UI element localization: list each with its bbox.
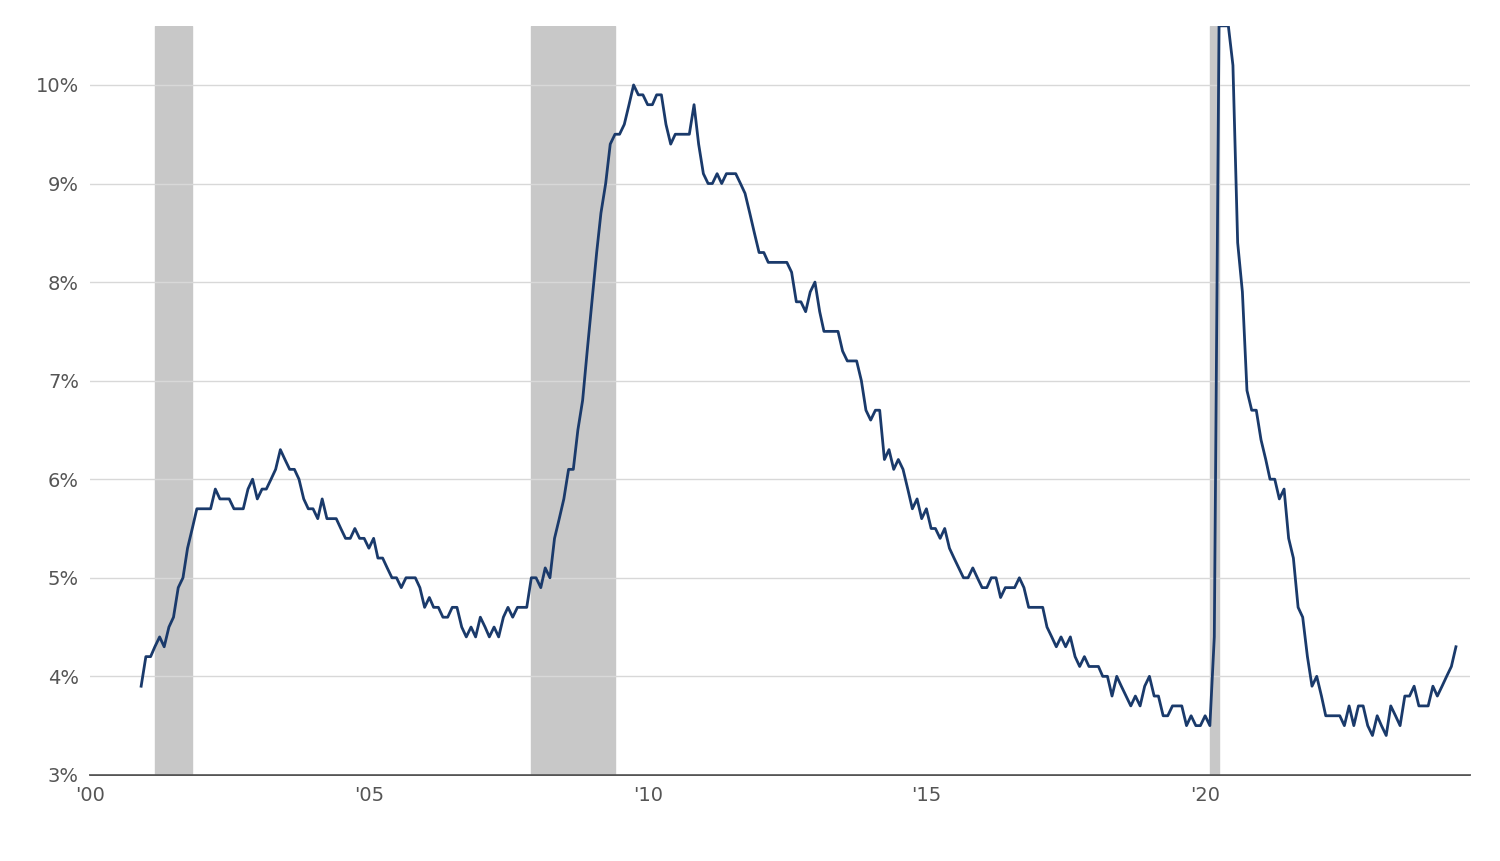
Bar (154, 26, 192, 775)
Bar (1210, 26, 1219, 775)
Bar (531, 26, 615, 775)
